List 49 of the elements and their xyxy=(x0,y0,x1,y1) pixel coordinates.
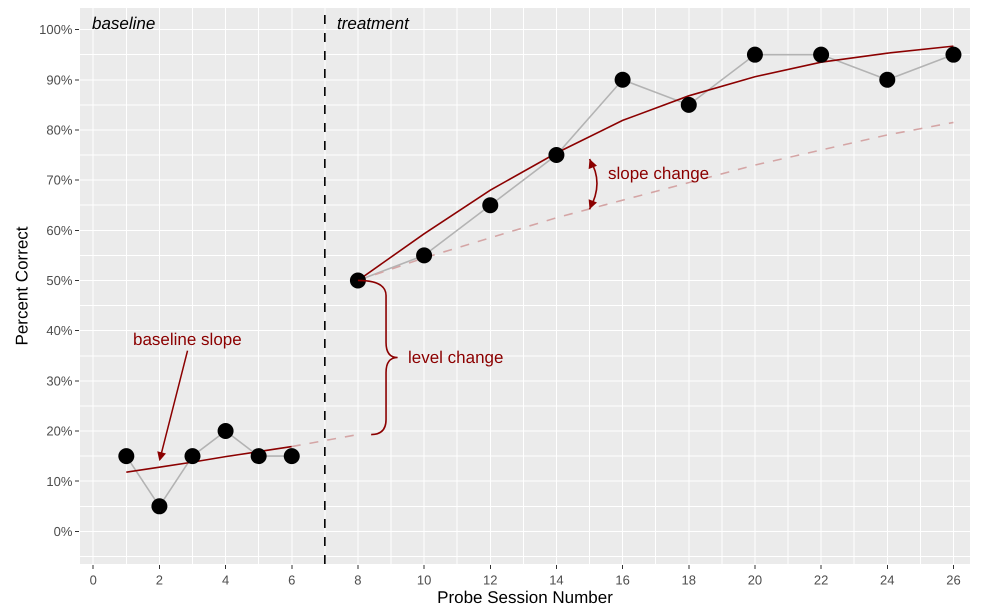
y-tick-label: 70% xyxy=(46,172,73,188)
point xyxy=(184,448,200,464)
point xyxy=(813,46,830,63)
y-tick-label: 20% xyxy=(46,424,73,439)
annotation: baseline slope xyxy=(133,330,242,349)
x-tick-label: 2 xyxy=(156,572,164,588)
annotation: treatment xyxy=(337,14,410,33)
x-tick-label: 0 xyxy=(90,572,97,588)
annotation: slope change xyxy=(608,164,710,183)
y-tick-label: 40% xyxy=(46,323,73,338)
point xyxy=(218,423,234,440)
point xyxy=(250,448,267,464)
y-tick-label: 50% xyxy=(46,273,73,288)
point xyxy=(284,448,300,464)
x-tick-label: 10 xyxy=(416,572,432,588)
annotation: level change xyxy=(408,348,504,367)
point xyxy=(350,272,366,288)
point xyxy=(416,247,432,264)
point xyxy=(614,72,631,88)
x-tick-label: 8 xyxy=(354,572,362,588)
x-tick-label: 4 xyxy=(222,572,230,588)
y-tick-label: 60% xyxy=(46,222,73,238)
x-tick-label: 6 xyxy=(288,572,296,588)
annotation: baseline xyxy=(92,14,156,33)
point xyxy=(945,46,962,63)
point xyxy=(548,147,564,164)
y-tick-label: 80% xyxy=(46,122,73,138)
x-tick-label: 20 xyxy=(748,572,762,588)
y-tick-label: 10% xyxy=(46,474,73,489)
x-tick-label: 16 xyxy=(615,572,630,588)
x-tick-label: 26 xyxy=(946,572,961,588)
x-tick-label: 24 xyxy=(880,572,895,588)
point xyxy=(879,72,896,88)
point xyxy=(118,448,134,464)
point xyxy=(680,96,697,113)
point xyxy=(746,46,763,63)
x-tick-label: 14 xyxy=(549,572,564,588)
x-axis-title: Probe Session Number xyxy=(437,588,614,607)
y-tick-label: 90% xyxy=(46,72,73,88)
point xyxy=(151,498,168,514)
line-series xyxy=(126,446,293,473)
y-axis-title: Percent Correct xyxy=(12,226,32,346)
y-tick-label: 30% xyxy=(46,373,73,388)
x-tick-label: 12 xyxy=(483,572,498,588)
point xyxy=(482,197,498,214)
x-tick-label: 22 xyxy=(814,572,828,588)
y-tick-label: 0% xyxy=(54,524,73,539)
y-tick-label: 100% xyxy=(39,22,73,38)
x-tick-label: 18 xyxy=(682,572,696,588)
